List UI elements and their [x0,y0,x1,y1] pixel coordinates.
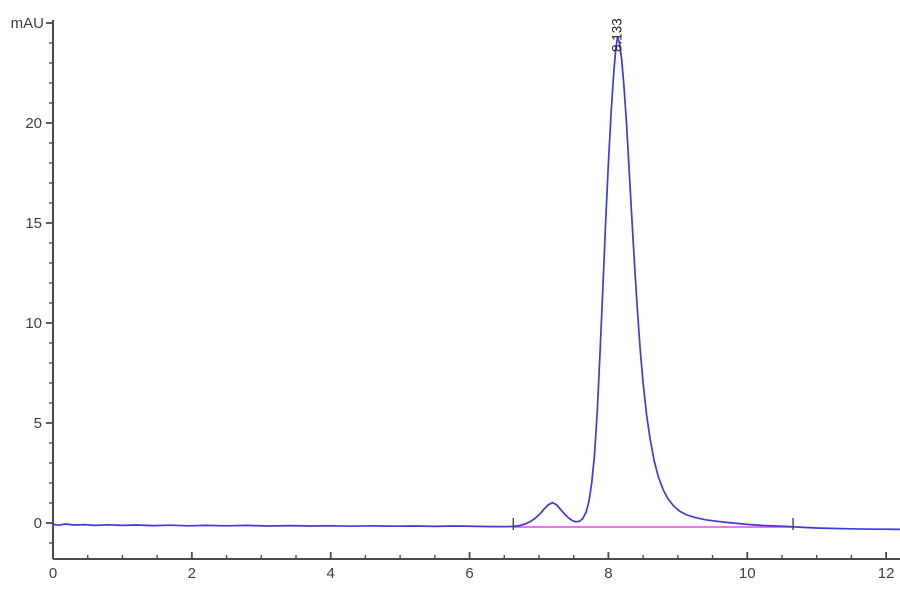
x-tick-label: 0 [49,565,57,582]
y-tick-label: 5 [34,415,42,432]
y-tick-label: 15 [25,215,42,232]
y-tick-label: 0 [34,515,42,532]
x-tick-label: 4 [327,565,335,582]
x-tick-label: 6 [465,565,473,582]
x-tick-label: 2 [188,565,196,582]
peak-retention-time-label: 8.133 [610,18,625,52]
series-layer [52,36,900,531]
x-tick-label: 10 [739,565,756,582]
axes-layer: 0 5 10 15 20 0 2 4 6 8 10 12 [25,20,900,582]
y-tick-label: 20 [25,115,42,132]
annotation-layer: 8.133 [512,18,794,530]
x-tick-label: 8 [604,565,612,582]
uv-signal-trace [52,36,900,531]
y-tick-label: 10 [25,315,42,332]
x-tick-label: 12 [878,565,895,582]
y-axis-unit-label: mAU [11,15,44,32]
